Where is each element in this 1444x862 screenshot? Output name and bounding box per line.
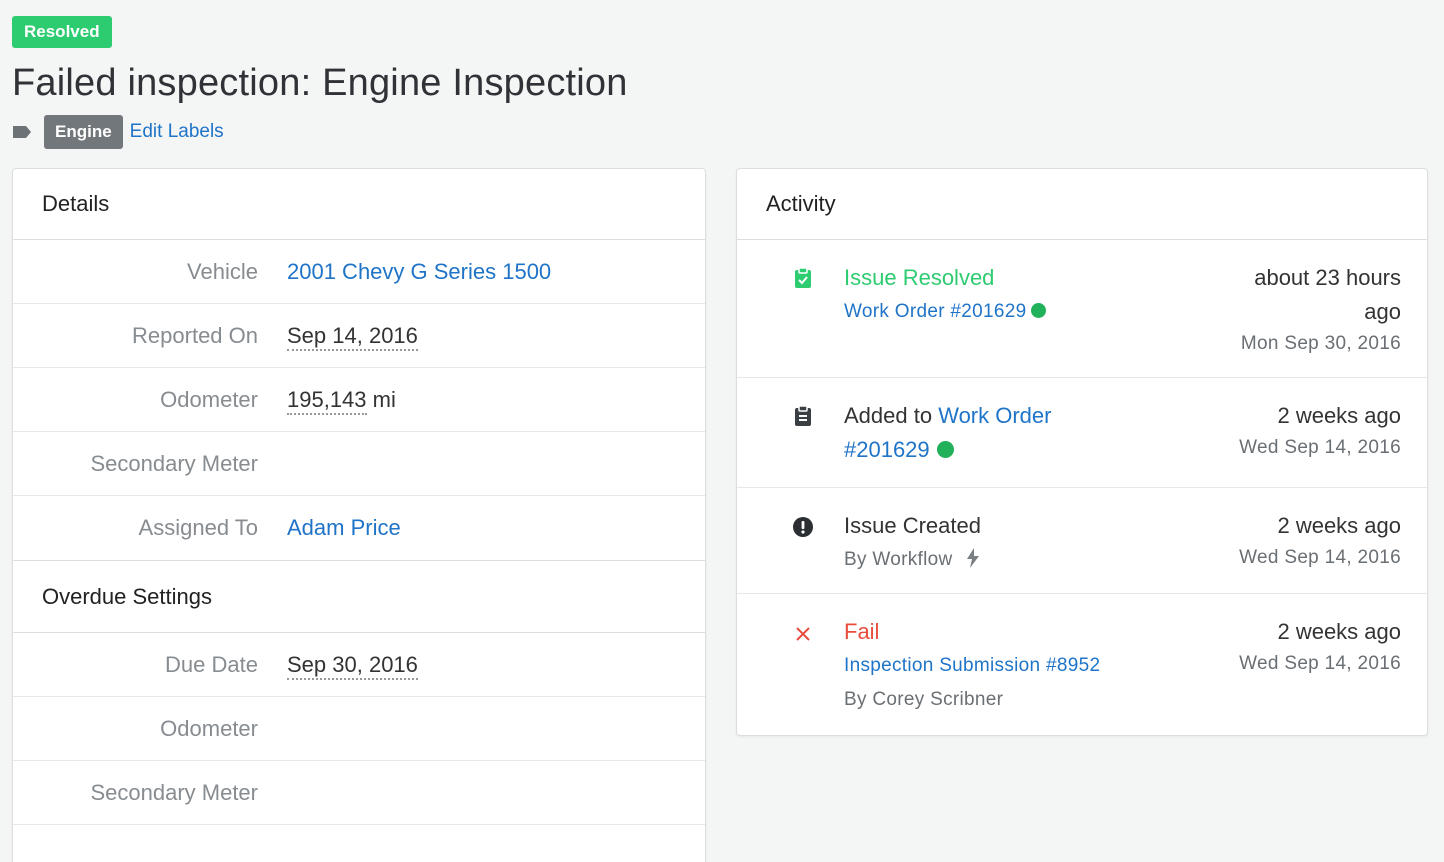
activity-card: Activity Issue Resolved Work Order #2016… xyxy=(736,168,1428,736)
status-badge: Resolved xyxy=(12,16,112,48)
vehicle-row: Vehicle 2001 Chevy G Series 1500 xyxy=(13,240,705,304)
details-card: Details Vehicle 2001 Chevy G Series 1500… xyxy=(12,168,706,862)
overdue-secondary-meter-label: Secondary Meter xyxy=(90,779,258,805)
due-date-label: Due Date xyxy=(165,651,258,677)
odometer-row: Odometer 195,143 mi xyxy=(13,368,705,432)
activity-byline: By Workflow xyxy=(844,549,953,570)
assigned-to-link[interactable]: Adam Price xyxy=(287,515,401,540)
status-dot-icon xyxy=(1031,303,1047,318)
activity-relative-time: 2 weeks ago xyxy=(1277,619,1401,644)
overdue-odometer-row: Odometer xyxy=(13,697,705,761)
activity-date: Wed Sep 14, 2016 xyxy=(1239,547,1401,568)
overdue-settings-header: Overdue Settings xyxy=(13,560,705,633)
odometer-label: Odometer xyxy=(160,386,258,412)
assigned-to-label: Assigned To xyxy=(138,515,258,540)
exclamation-circle-icon xyxy=(792,516,814,538)
work-order-number-link[interactable]: #201629 xyxy=(844,437,930,462)
secondary-meter-label: Secondary Meter xyxy=(90,450,258,476)
overdue-odometer-label: Odometer xyxy=(160,715,258,741)
details-header: Details xyxy=(13,169,705,240)
odometer-value: 195,143 xyxy=(287,386,367,415)
due-date-value: Sep 30, 2016 xyxy=(287,651,418,680)
activity-header: Activity xyxy=(737,169,1427,240)
reported-on-value: Sep 14, 2016 xyxy=(287,322,418,351)
activity-item: Added to Work Order #201629 2 weeks ago … xyxy=(737,378,1427,488)
vehicle-link[interactable]: 2001 Chevy G Series 1500 xyxy=(287,258,552,284)
edit-labels-link[interactable]: Edit Labels xyxy=(129,121,224,142)
clipboard-icon xyxy=(792,405,814,427)
activity-item: Issue Resolved Work Order #201629 about … xyxy=(737,240,1427,378)
activity-title-prefix: Added to xyxy=(844,403,933,428)
activity-relative-time: 2 weeks ago xyxy=(1277,513,1401,538)
secondary-meter-row: Secondary Meter xyxy=(13,432,705,496)
reported-on-row: Reported On Sep 14, 2016 xyxy=(13,304,705,368)
activity-title: Fail xyxy=(844,619,880,644)
overdue-secondary-meter-row: Secondary Meter xyxy=(13,761,705,825)
activity-relative-time: about 23 hours xyxy=(1254,265,1401,290)
work-order-link[interactable]: Work Order #201629 xyxy=(844,301,1027,322)
activity-relative-time: 2 weeks ago xyxy=(1277,403,1401,428)
work-order-link[interactable]: Work Order xyxy=(938,403,1052,428)
activity-item: Issue Created By Workflow 2 weeks ago We… xyxy=(737,488,1427,594)
x-icon xyxy=(792,623,814,645)
activity-date: Mon Sep 30, 2016 xyxy=(1240,333,1401,354)
vehicle-label: Vehicle xyxy=(187,258,258,284)
due-date-row: Due Date Sep 30, 2016 xyxy=(13,633,705,697)
activity-date: Wed Sep 14, 2016 xyxy=(1239,437,1401,458)
activity-relative-time-cont: ago xyxy=(1364,299,1401,324)
labels-row: Engine Edit Labels xyxy=(12,115,1444,149)
page-title: Failed inspection: Engine Inspection xyxy=(12,62,628,104)
activity-title: Issue Resolved xyxy=(844,265,995,290)
activity-item: Fail Inspection Submission #8952 By Core… xyxy=(737,594,1427,734)
odometer-unit: mi xyxy=(372,386,396,412)
assigned-to-row: Assigned To Adam Price xyxy=(13,496,705,560)
clipboard-check-icon xyxy=(792,267,814,289)
reported-on-label: Reported On xyxy=(132,322,258,348)
lightning-bolt-icon xyxy=(967,548,980,568)
activity-byline: By Corey Scribner xyxy=(844,689,1004,710)
status-dot-icon xyxy=(936,441,954,458)
activity-date: Wed Sep 14, 2016 xyxy=(1239,653,1401,674)
tag-icon xyxy=(13,126,31,138)
inspection-submission-link[interactable]: Inspection Submission #8952 xyxy=(844,655,1101,676)
activity-title: Issue Created xyxy=(844,513,981,538)
label-chip-engine[interactable]: Engine xyxy=(44,115,123,149)
